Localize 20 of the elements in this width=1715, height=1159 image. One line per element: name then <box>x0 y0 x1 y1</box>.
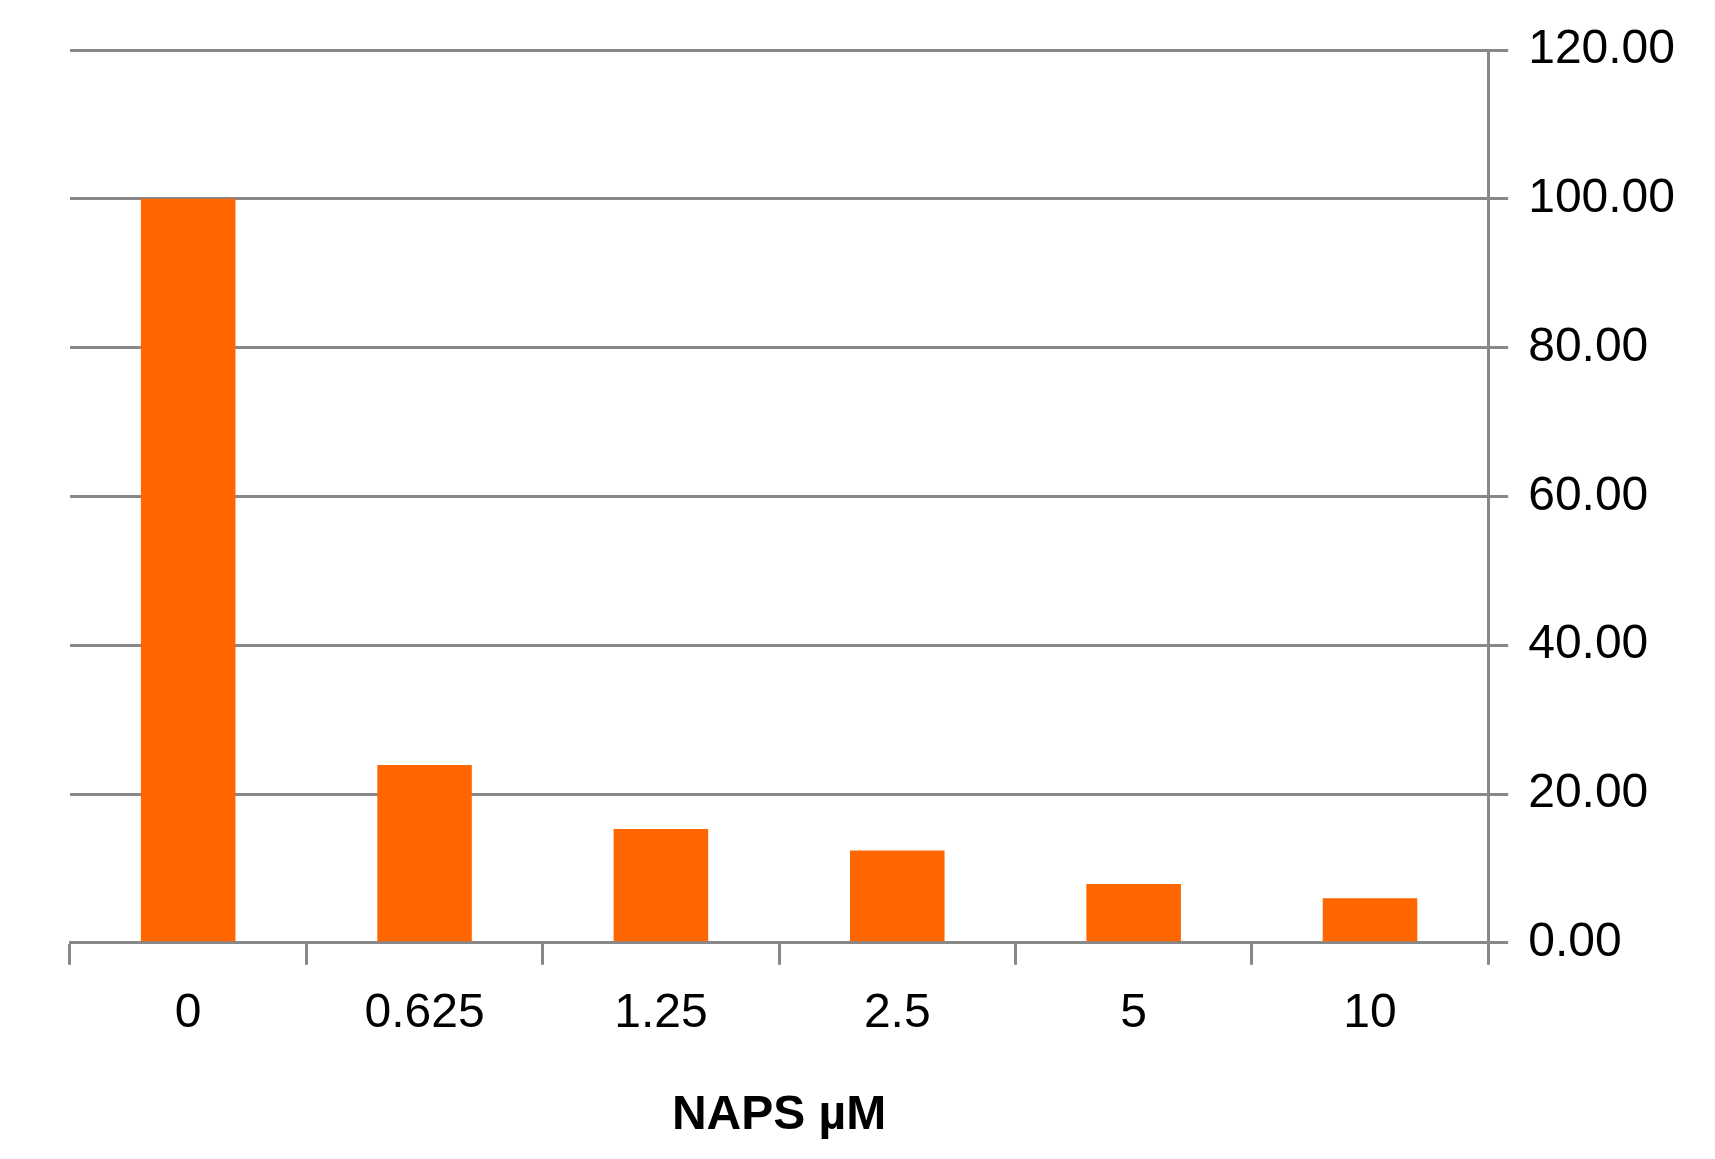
x-tick-label: 5 <box>1120 983 1147 1037</box>
bar <box>377 764 472 942</box>
x-tick-label: 1.25 <box>614 983 708 1037</box>
y-tick-label: 40.00 <box>1528 615 1649 669</box>
y-tick-label: 100.00 <box>1528 169 1675 223</box>
y-tick-label: 20.00 <box>1528 764 1649 818</box>
x-tick-label: 0.625 <box>364 983 485 1037</box>
x-tick-label: 2.5 <box>863 983 931 1037</box>
x-axis-title: NAPS µM <box>671 1086 887 1140</box>
y-tick-label: 60.00 <box>1528 466 1649 520</box>
bar <box>850 850 945 942</box>
bar <box>140 198 236 942</box>
y-tick-label: 120.00 <box>1528 20 1675 74</box>
bar <box>1322 898 1418 942</box>
x-tick-label: 10 <box>1343 983 1397 1037</box>
y-tick-label: 0.00 <box>1528 913 1622 967</box>
x-tick-label: 0 <box>174 983 202 1037</box>
bar <box>613 828 709 942</box>
y-tick-label: 80.00 <box>1528 317 1649 371</box>
bar <box>1086 884 1181 942</box>
